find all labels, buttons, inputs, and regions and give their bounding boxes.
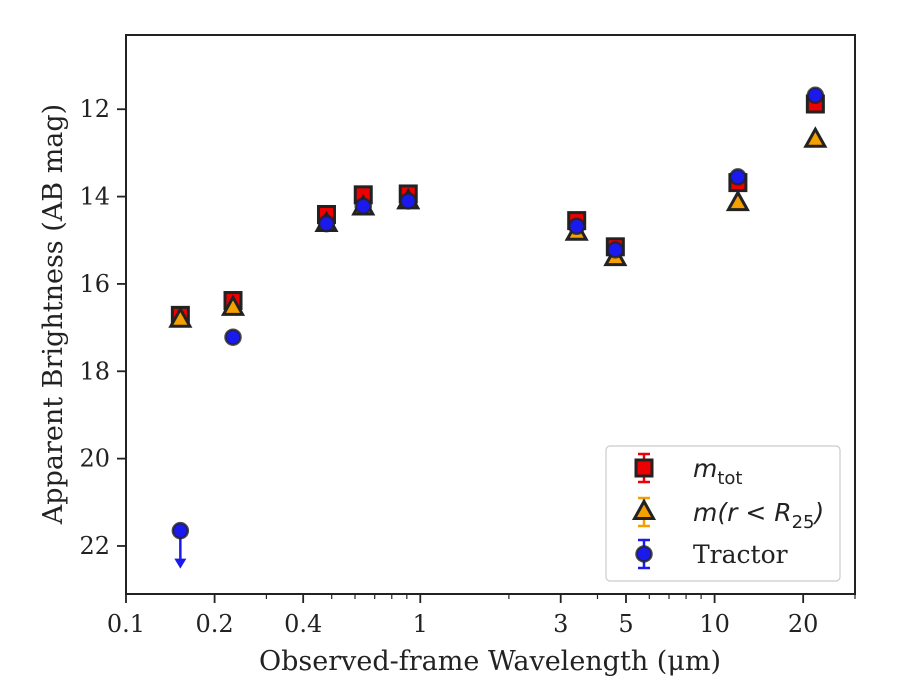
x-tick-label: 10	[699, 610, 730, 638]
x-tick-label: 1	[413, 610, 428, 638]
y-tick-label: 12	[79, 95, 110, 123]
point-mr25	[168, 306, 193, 328]
legend-label-mtot: mtot	[693, 454, 743, 489]
point-mr25	[725, 189, 750, 212]
y-tick-label: 16	[79, 270, 110, 298]
x-tick-label: 0.1	[107, 610, 145, 638]
y-tick-label: 14	[79, 183, 110, 211]
series-tractor	[171, 86, 825, 569]
y-tick-label: 22	[79, 532, 110, 560]
y-tick-label: 18	[79, 357, 110, 385]
legend-marker-mr25	[631, 498, 657, 520]
legend: mtot m(r < R25) Tractor	[605, 445, 841, 582]
point-tractor	[224, 328, 242, 346]
point-tractor	[171, 521, 190, 540]
point-tractor	[606, 241, 625, 259]
legend-label-tractor: Tractor	[693, 540, 788, 569]
x-tick-label: 3	[553, 610, 568, 638]
plot-frame	[125, 34, 856, 595]
legend-box	[605, 445, 841, 582]
axis-ticks: 0.1 0.2 0.4 1 3 5 10 20 12 14 16 18 20 22	[79, 95, 856, 638]
point-tractor	[729, 168, 747, 186]
x-axis-label: Observed-frame Wavelength (μm)	[259, 646, 721, 677]
x-tick-label: 0.4	[284, 610, 322, 638]
point-mr25	[220, 294, 246, 316]
point-tractor	[567, 217, 586, 236]
x-tick-label: 0.2	[196, 610, 234, 638]
y-tick-label: 20	[79, 445, 110, 473]
x-tick-label: 20	[788, 610, 819, 638]
point-tractor	[399, 192, 417, 210]
y-axis-label: Apparent Brightness (AB mag)	[38, 104, 69, 525]
upper-limit-arrowhead	[174, 558, 187, 569]
x-tick-label: 5	[618, 610, 633, 638]
legend-label-mr25: m(r < R25)	[693, 498, 824, 533]
series-mtot	[170, 94, 825, 325]
point-tractor	[317, 214, 336, 233]
point-mr25	[803, 126, 828, 148]
legend-marker-tractor	[635, 545, 653, 563]
point-tractor	[354, 197, 373, 215]
legend-marker-mtot	[634, 458, 654, 478]
point-tractor	[806, 86, 825, 105]
series-mr25	[168, 126, 828, 328]
data-points	[168, 86, 828, 569]
